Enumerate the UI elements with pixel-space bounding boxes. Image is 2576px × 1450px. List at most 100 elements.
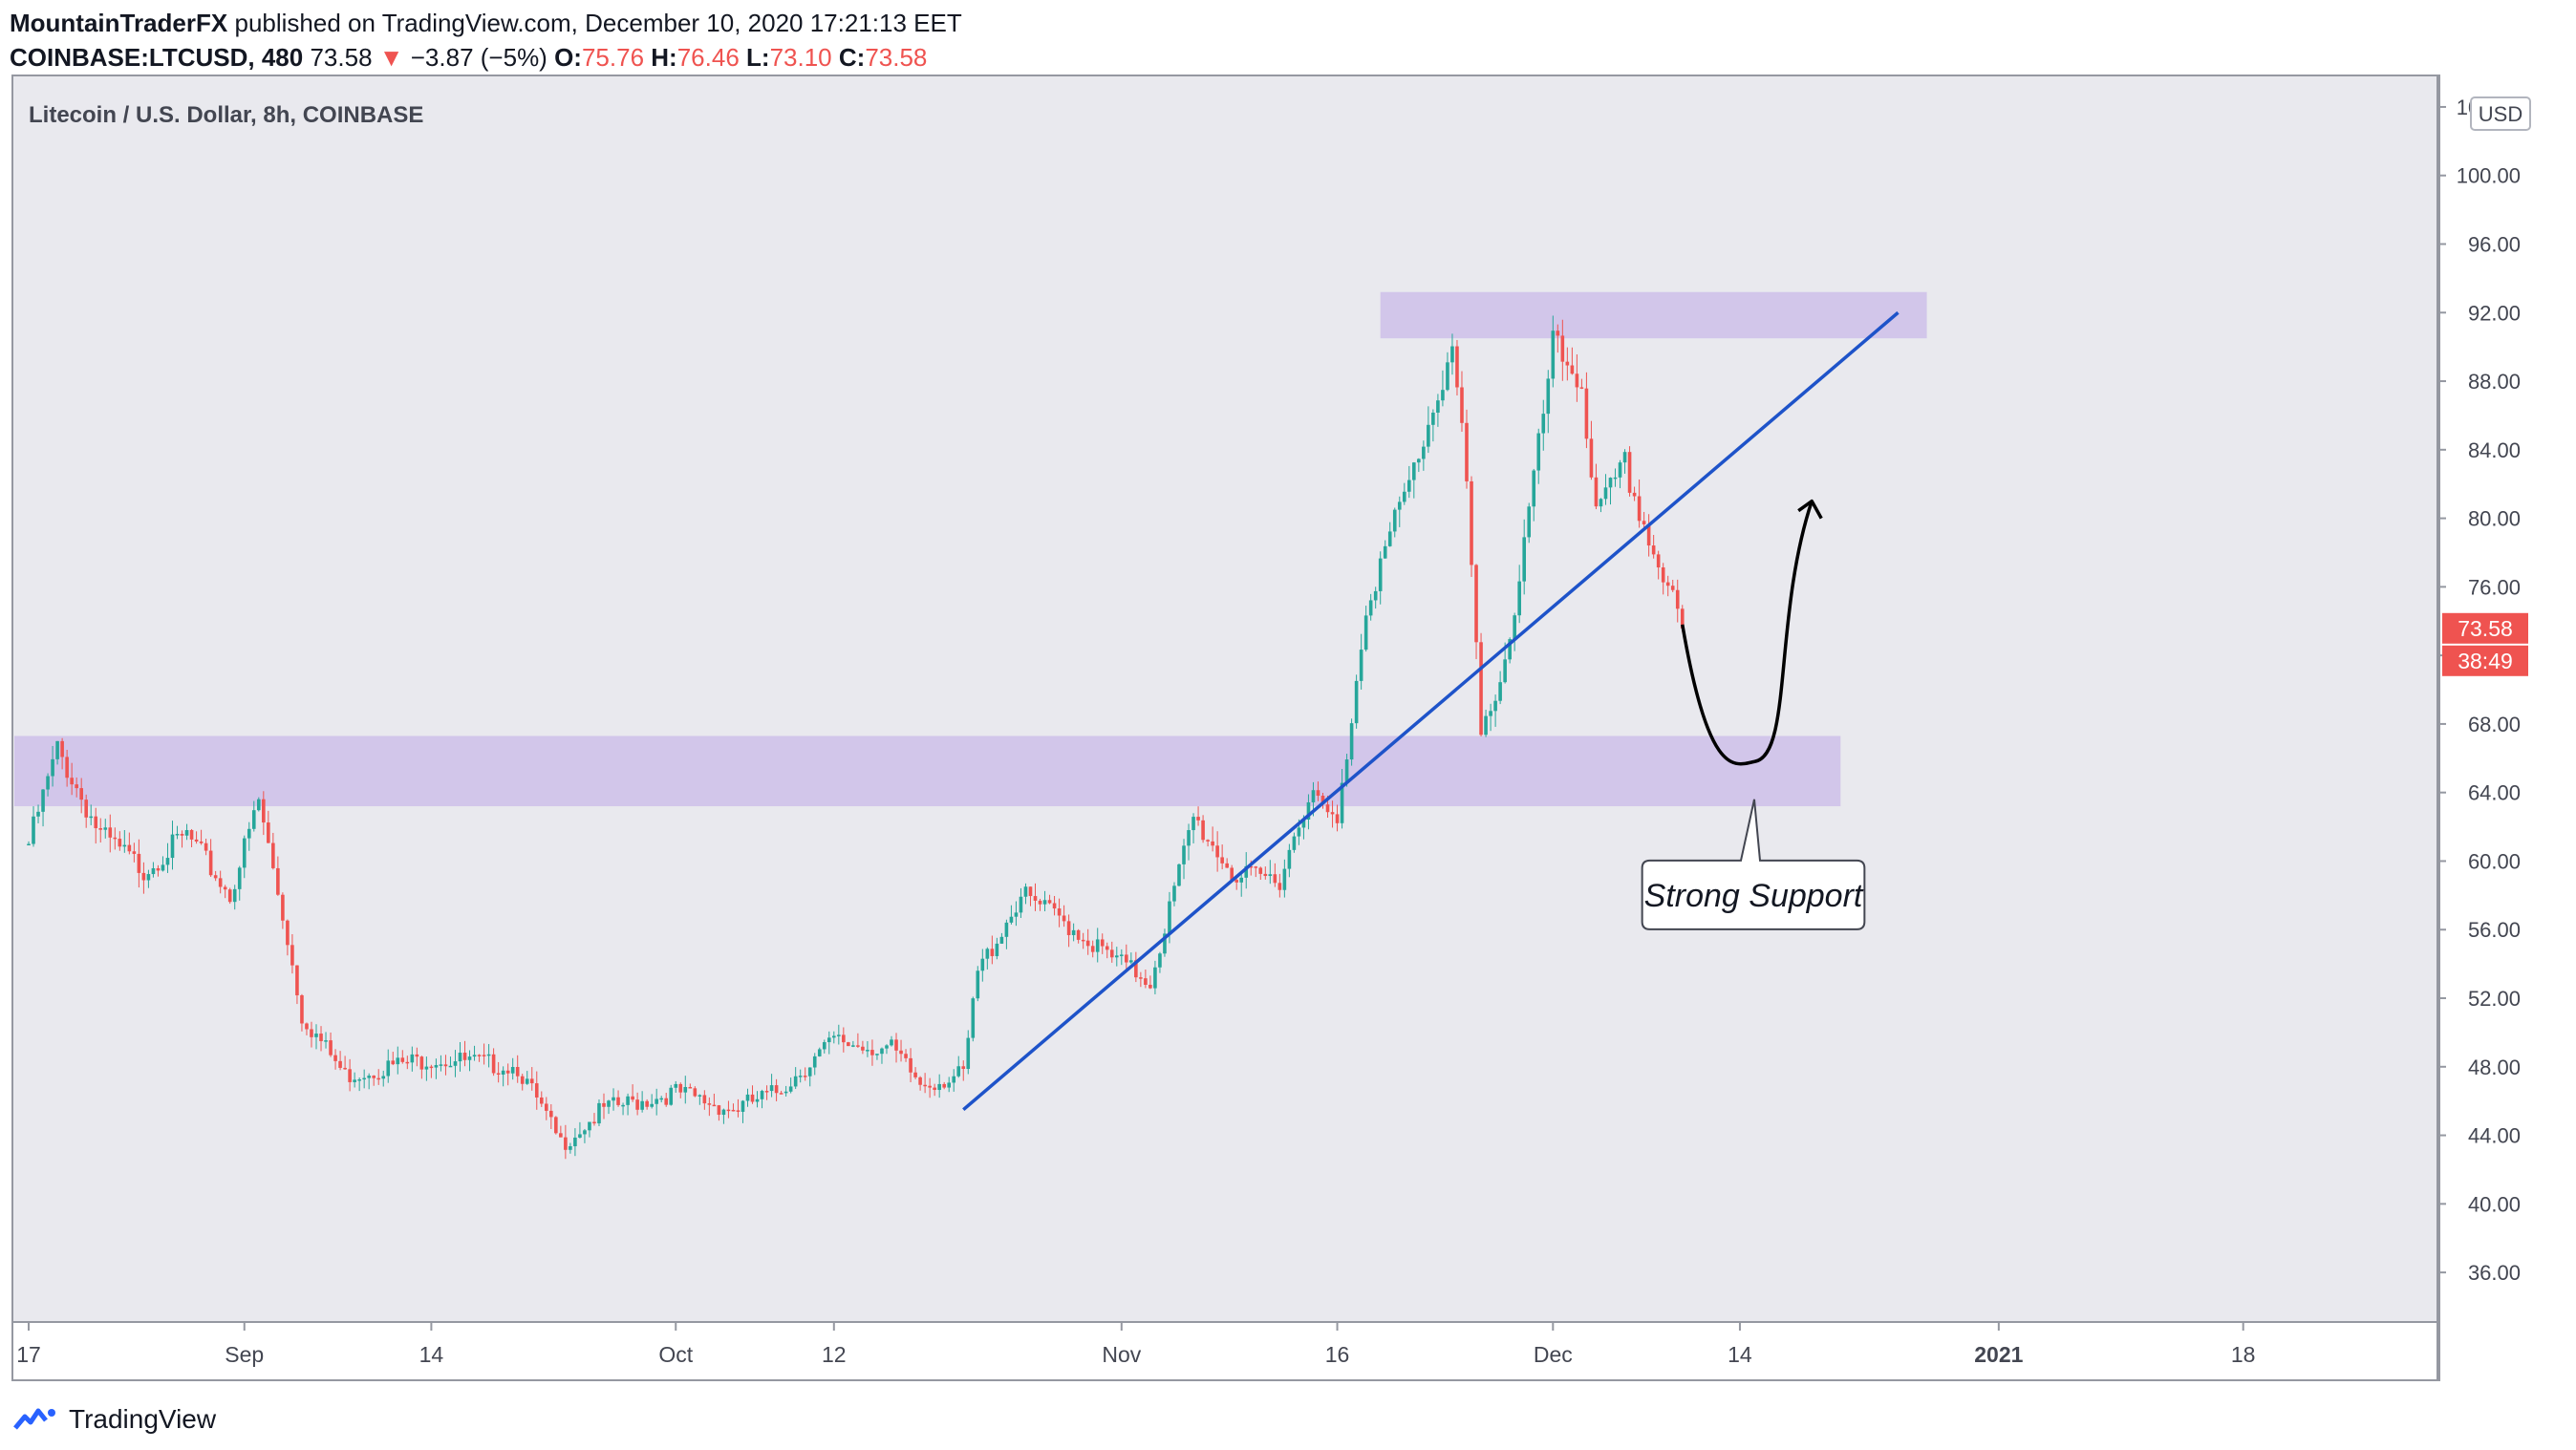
projection-arrowhead-icon xyxy=(1797,499,1823,520)
candle-body xyxy=(745,1094,750,1101)
candle-body xyxy=(1330,812,1335,815)
publisher-name[interactable]: MountainTraderFX xyxy=(10,9,228,37)
candle-body xyxy=(779,1093,784,1095)
candle-body xyxy=(1158,953,1162,968)
candle-body xyxy=(1387,531,1392,546)
support-zone xyxy=(14,736,1841,807)
candle-body xyxy=(472,1055,477,1057)
change-arrow-icon: ▼ xyxy=(378,43,404,72)
tradingview-logo-icon[interactable] xyxy=(13,1405,57,1434)
y-tick-label: 92.00 xyxy=(2468,301,2521,325)
candle-body xyxy=(1498,682,1502,701)
candle-body xyxy=(1508,639,1512,660)
candle-body xyxy=(415,1054,419,1057)
y-tick-label: 40.00 xyxy=(2468,1192,2521,1216)
candle-body xyxy=(1584,388,1589,439)
candle-body xyxy=(1028,886,1033,897)
candle-body xyxy=(1594,477,1599,507)
candle-body xyxy=(1042,900,1047,905)
price-axis[interactable]: 104.00100.0096.0092.0088.0084.0080.0076.… xyxy=(2437,96,2521,1285)
candle-body xyxy=(549,1110,553,1118)
candle-body xyxy=(1402,491,1406,502)
y-tick-label: 84.00 xyxy=(2468,438,2521,462)
candle-body xyxy=(1407,480,1411,492)
candle-body xyxy=(1129,960,1133,963)
candle-body xyxy=(1095,939,1100,952)
candle-body xyxy=(1575,373,1579,388)
candle-body xyxy=(961,1066,966,1070)
candle-body xyxy=(918,1077,922,1085)
close-value: 73.58 xyxy=(865,43,928,72)
y-tick-label: 68.00 xyxy=(2468,713,2521,736)
candle-body xyxy=(257,799,261,811)
candle-body xyxy=(966,1037,971,1070)
candle-body xyxy=(424,1066,429,1070)
candle-body xyxy=(664,1098,669,1105)
candle-body xyxy=(1301,819,1306,828)
candle-body xyxy=(137,853,141,873)
candle-body xyxy=(923,1084,927,1087)
symbol-label[interactable]: COINBASE:LTCUSD, 480 xyxy=(10,43,304,72)
candle-body xyxy=(1613,477,1618,480)
candle-body xyxy=(947,1082,951,1088)
candle-body xyxy=(1675,589,1680,609)
candle-body xyxy=(118,839,122,847)
candle-body xyxy=(362,1077,366,1080)
candle-body xyxy=(875,1054,879,1056)
candle-body xyxy=(1071,929,1076,935)
candle-body xyxy=(583,1130,587,1135)
callout[interactable]: Strong Support xyxy=(1641,799,1866,930)
candle-body xyxy=(208,850,213,876)
candle-body xyxy=(1244,865,1249,878)
candle-body xyxy=(774,1085,779,1094)
candle-body xyxy=(933,1087,936,1091)
candle-body xyxy=(1560,335,1565,362)
candle-body xyxy=(769,1085,774,1092)
y-tick-label: 76.00 xyxy=(2468,575,2521,599)
candle-body xyxy=(588,1121,591,1131)
tradingview-brand[interactable]: TradingView xyxy=(69,1404,217,1434)
candle-body xyxy=(1479,642,1483,736)
candle-body xyxy=(319,1034,323,1041)
x-tick-label: 14 xyxy=(419,1342,444,1367)
chart-header: MountainTraderFX published on TradingVie… xyxy=(10,6,962,75)
candle-body xyxy=(1378,558,1383,591)
candle-body xyxy=(51,758,54,777)
close-label: C: xyxy=(838,43,866,72)
y-tick-label: 44.00 xyxy=(2468,1124,2521,1148)
time-axis[interactable]: 17 Sep 14 Oct 12 Nov 16 Dec 14 2021 18 xyxy=(16,1322,2255,1367)
candle-body xyxy=(520,1076,525,1084)
candle-body xyxy=(1392,509,1397,532)
candle-body xyxy=(357,1079,361,1081)
candle-body xyxy=(515,1067,520,1077)
candle-body xyxy=(1004,922,1009,937)
candle-body xyxy=(952,1076,956,1083)
candle-body xyxy=(1532,470,1536,507)
candle-body xyxy=(1517,581,1521,616)
candle-body xyxy=(635,1099,639,1110)
candle-body xyxy=(626,1096,630,1105)
candle-body xyxy=(1120,954,1124,956)
candle-body xyxy=(693,1088,698,1097)
y-tick-label: 64.00 xyxy=(2468,781,2521,805)
candle-body xyxy=(295,965,299,995)
candle-body xyxy=(1632,492,1637,497)
candle-body xyxy=(146,874,151,881)
candle-body xyxy=(333,1055,337,1061)
candle-body xyxy=(1489,711,1492,716)
candle-body xyxy=(899,1050,903,1055)
candle-body xyxy=(1460,387,1464,423)
candle-body xyxy=(784,1091,788,1094)
candle-body xyxy=(60,740,64,757)
symbol-line: COINBASE:LTCUSD, 480 73.58 ▼ −3.87 (−5%)… xyxy=(10,40,962,75)
candle-body xyxy=(1297,827,1301,837)
callout-bubble[interactable] xyxy=(1641,799,1866,930)
y-tick-label: 60.00 xyxy=(2468,849,2521,873)
candle-body xyxy=(1206,840,1210,842)
candle-body xyxy=(1125,954,1128,963)
candle-body xyxy=(1354,680,1359,724)
candle-body xyxy=(151,867,156,875)
candle-body xyxy=(443,1064,448,1067)
candle-body xyxy=(1062,915,1066,922)
